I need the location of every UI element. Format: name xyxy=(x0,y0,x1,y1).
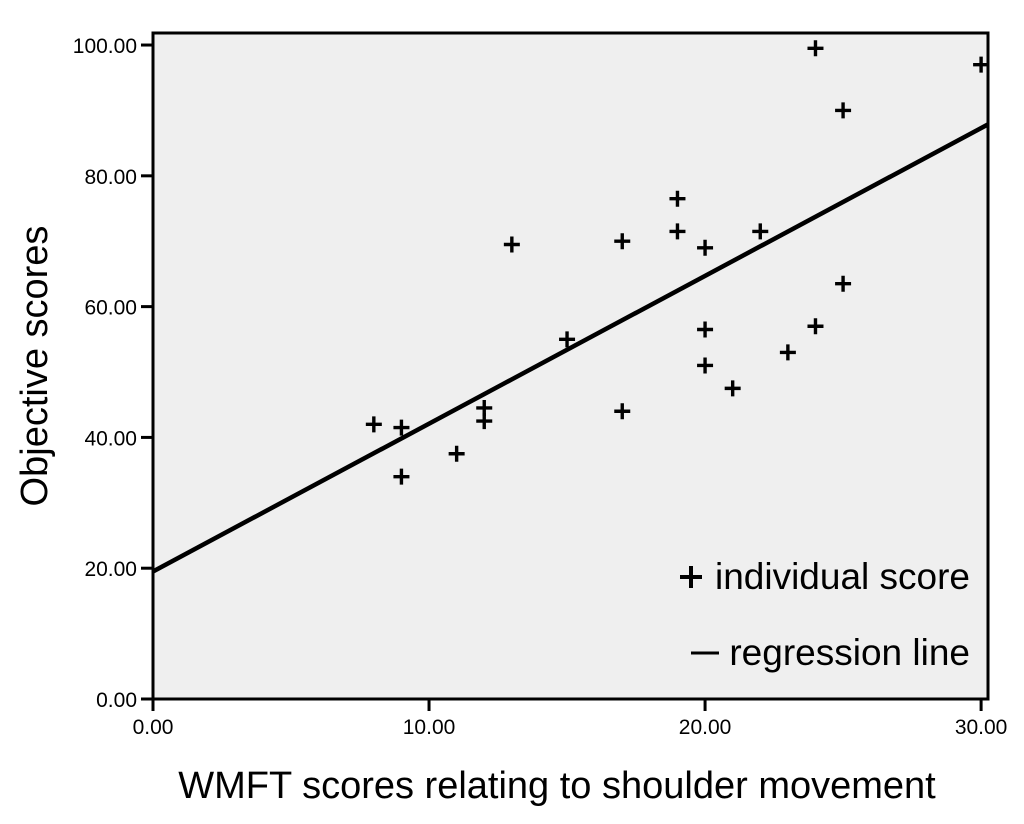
data-point-marker xyxy=(393,468,410,485)
y-tick-label: 80.00 xyxy=(84,166,137,189)
y-axis-title: Objective scores xyxy=(14,225,56,507)
data-point-marker xyxy=(614,233,631,250)
data-point-marker xyxy=(752,223,769,240)
x-tick-label: 20.00 xyxy=(679,716,732,739)
legend-item-individual-score: individual score xyxy=(676,558,970,595)
x-axis-title: WMFT scores relating to shoulder movemen… xyxy=(178,765,936,807)
y-tick-label: 0.00 xyxy=(96,689,137,712)
legend-label-regression-line: regression line xyxy=(729,632,970,673)
data-point-marker xyxy=(559,331,576,348)
data-point-marker xyxy=(669,190,686,207)
data-point-marker xyxy=(697,357,714,374)
y-tick-label: 60.00 xyxy=(84,297,137,320)
data-point-marker xyxy=(448,445,465,462)
data-point-marker xyxy=(503,236,520,253)
plot-area xyxy=(151,31,990,701)
data-point-marker xyxy=(365,416,382,433)
data-point-marker xyxy=(835,102,852,119)
data-point-marker xyxy=(973,56,990,73)
data-point-marker xyxy=(779,344,796,361)
dash-line-icon xyxy=(690,638,720,668)
data-point-marker xyxy=(614,403,631,420)
data-point-marker xyxy=(697,239,714,256)
legend-item-regression-line: regression line xyxy=(690,634,970,671)
legend-label-individual-score: individual score xyxy=(714,556,970,597)
plus-marker-icon xyxy=(676,562,706,592)
data-point-marker xyxy=(724,380,741,397)
data-point-marker xyxy=(393,419,410,436)
data-point-marker xyxy=(697,321,714,338)
y-tick-label: 40.00 xyxy=(84,427,137,450)
data-point-marker xyxy=(669,223,686,240)
y-tick-label: 20.00 xyxy=(84,558,137,581)
data-point-marker xyxy=(807,318,824,335)
chart-legend: individual score regression line xyxy=(676,558,970,671)
y-tick-label: 100.00 xyxy=(73,35,137,58)
x-tick-label: 30.00 xyxy=(955,716,1008,739)
data-point-marker xyxy=(807,40,824,57)
x-tick-label: 10.00 xyxy=(403,716,456,739)
regression-line xyxy=(151,122,990,574)
x-tick-label: 0.00 xyxy=(133,716,174,739)
data-point-marker xyxy=(835,275,852,292)
data-point-marker xyxy=(476,413,493,430)
